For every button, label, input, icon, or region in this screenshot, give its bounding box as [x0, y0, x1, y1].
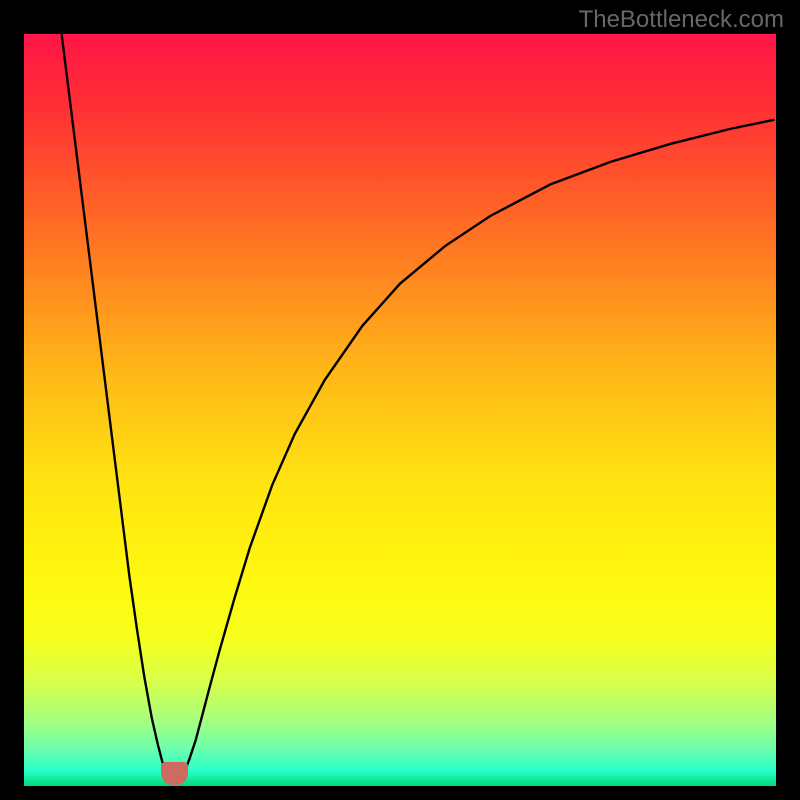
watermark-label: TheBottleneck.com	[579, 6, 784, 34]
stage: TheBottleneck.com	[0, 0, 800, 800]
plot-area	[24, 34, 776, 786]
bottleneck-curve	[24, 34, 776, 786]
curve-polyline	[62, 34, 775, 783]
dip-marker	[161, 762, 188, 785]
